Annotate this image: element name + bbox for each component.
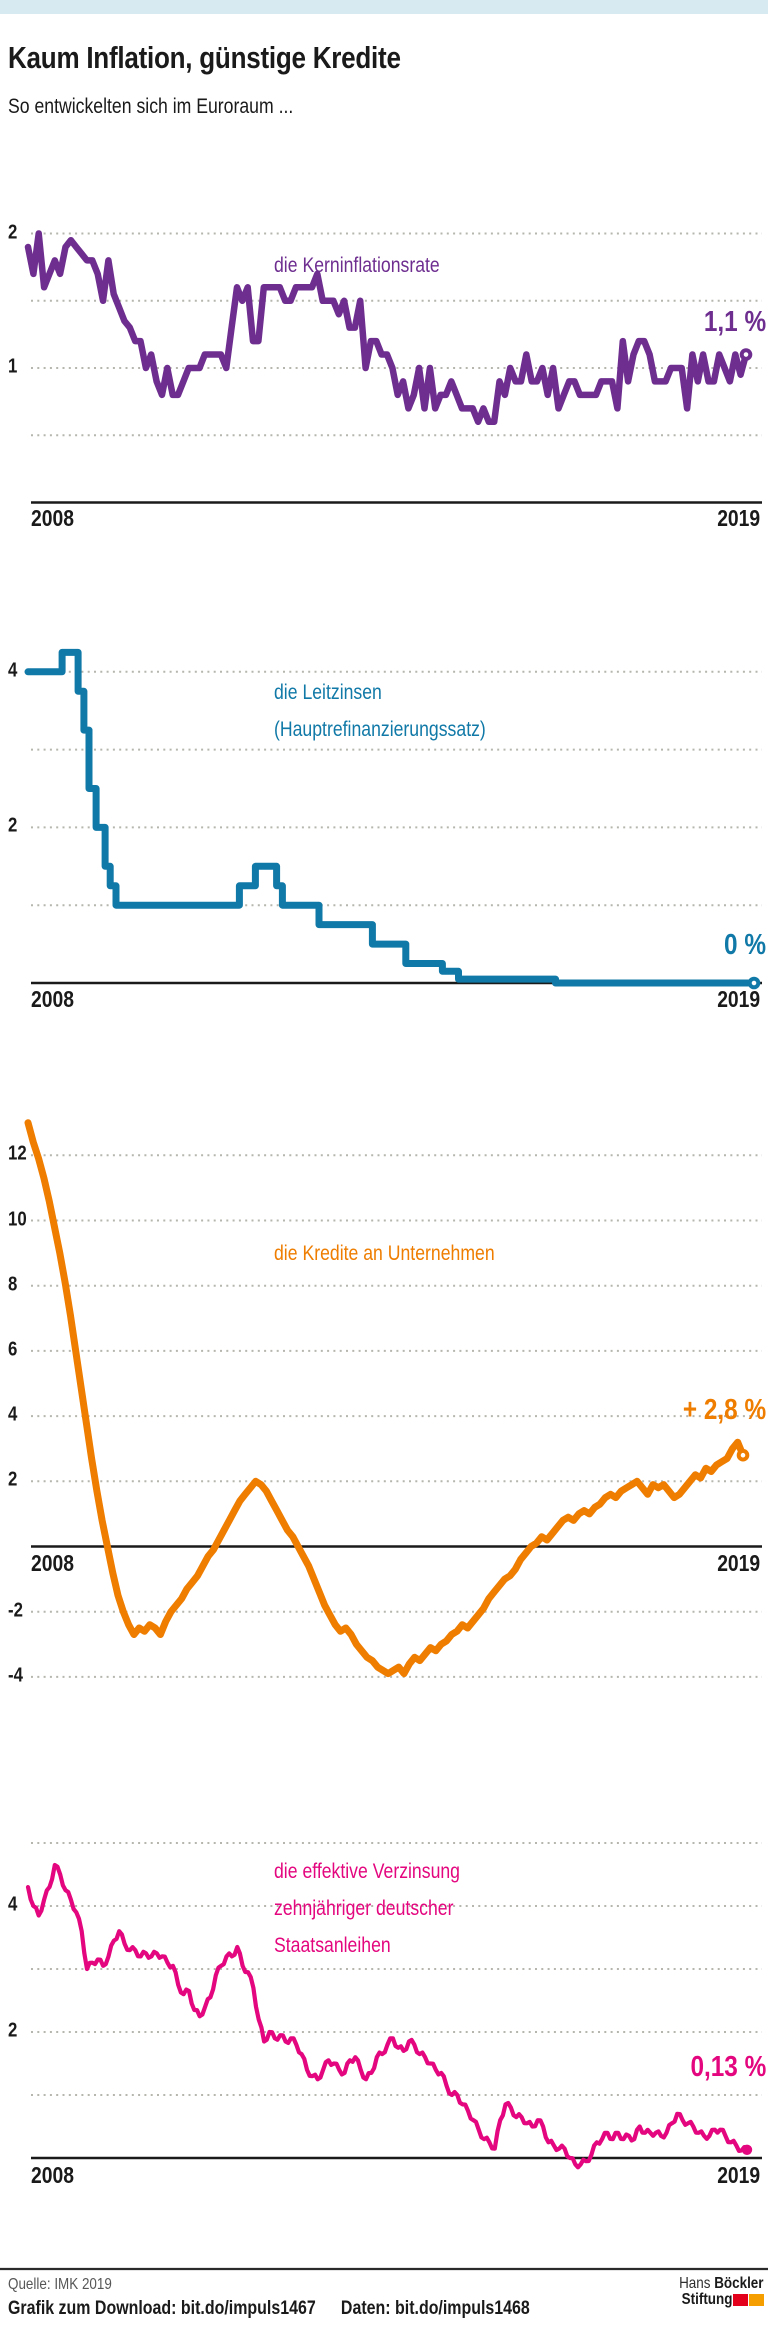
y-tick-label-kredite-an-unternehmen: 12: [8, 1142, 27, 1165]
page-subtitle-text: So entwickelten sich im Euroraum ...: [8, 95, 294, 118]
page-subtitle: So entwickelten sich im Euroraum ...: [8, 95, 348, 119]
y-tick-label-leitzinsen: 2: [8, 814, 18, 837]
series-line-bund-rendite: [25, 1862, 750, 2170]
y-tick-label-kredite-an-unternehmen: 2: [8, 1468, 18, 1491]
chart2-label-line2: (Hauptrefinanzierungssatz): [274, 718, 486, 741]
y-tick-label-kredite-an-unternehmen: -4: [8, 1664, 23, 1687]
y-tick-label-bund-rendite: 2: [8, 2019, 18, 2042]
hans-boeckler-logo: Hans Böckler Stiftung: [663, 2275, 764, 2308]
series-line-kredite-an-unternehmen: [24, 1119, 747, 1678]
chart1-label: die Kerninflationsrate: [274, 254, 440, 277]
y-tick-label-kredite-an-unternehmen: -2: [8, 1599, 23, 1622]
x-year-end-leitzinsen: 2019: [717, 986, 760, 1012]
x-year-start-leitzinsen: 2008: [31, 986, 74, 1012]
logo-red-square-icon: [733, 2293, 748, 2306]
x-year-end-kerninflationsrate: 2019: [717, 505, 760, 531]
page-title: Kaum Inflation, günstige Kredite: [8, 40, 475, 76]
chart3-label: die Kredite an Unternehmen: [274, 1242, 495, 1265]
logo-line1: Hans Böckler: [679, 2275, 764, 2292]
page-title-text: Kaum Inflation, günstige Kredite: [8, 40, 401, 75]
series-line-kerninflationsrate: [24, 230, 750, 426]
end-marker-kredite-an-unternehmen: [736, 1448, 750, 1462]
y-tick-label-kredite-an-unternehmen: 6: [8, 1338, 18, 1361]
y-tick-label-kredite-an-unternehmen: 10: [8, 1207, 27, 1230]
footer-source: Quelle: IMK 2019: [8, 2276, 112, 2293]
x-year-end-bund-rendite: 2019: [717, 2162, 760, 2188]
logo-orange-square-icon: [749, 2293, 764, 2306]
chart4-label-line2: zehnjähriger deutscher: [274, 1897, 454, 1920]
y-tick-label-kredite-an-unternehmen: 4: [8, 1403, 18, 1426]
x-year-start-kerninflationsrate: 2008: [31, 505, 74, 531]
logo-line2: Stiftung: [663, 2292, 764, 2308]
chart2-value-label: 0 %: [724, 929, 766, 961]
footer-download-link: Grafik zum Download: bit.do/impuls1467: [8, 2298, 316, 2319]
x-year-end-kredite-an-unternehmen: 2019: [717, 1550, 760, 1576]
y-tick-label-bund-rendite: 4: [8, 1893, 18, 1916]
chart4-value-label: 0,13 %: [690, 2051, 766, 2083]
top-accent-bar: [0, 0, 768, 14]
x-year-start-kredite-an-unternehmen: 2008: [31, 1550, 74, 1576]
footer-links: Grafik zum Download: bit.do/impuls1467 Da…: [8, 2298, 629, 2320]
y-tick-label-kredite-an-unternehmen: 8: [8, 1273, 18, 1296]
chart2-label-line1: die Leitzinsen: [274, 681, 382, 704]
end-marker-kerninflationsrate: [739, 348, 753, 361]
y-tick-label-leitzinsen: 4: [8, 659, 18, 682]
y-tick-label-kerninflationsrate: 1: [8, 355, 18, 378]
x-year-start-bund-rendite: 2008: [31, 2162, 74, 2188]
chart1-value-label: 1,1 %: [703, 306, 766, 338]
chart4-label-line1: die effektive Verzinsung: [274, 1860, 461, 1883]
series-line-leitzinsen: [24, 648, 758, 987]
footer-data-link: Daten: bit.do/impuls1468: [340, 2298, 530, 2319]
chart3-value-label: + 2,8 %: [682, 1394, 766, 1426]
end-marker-leitzinsen: [747, 976, 761, 990]
end-marker-bund-rendite: [741, 2144, 753, 2156]
chart4-label-line3: Staatsanleihen: [274, 1934, 391, 1957]
y-tick-label-kerninflationsrate: 2: [8, 220, 18, 243]
